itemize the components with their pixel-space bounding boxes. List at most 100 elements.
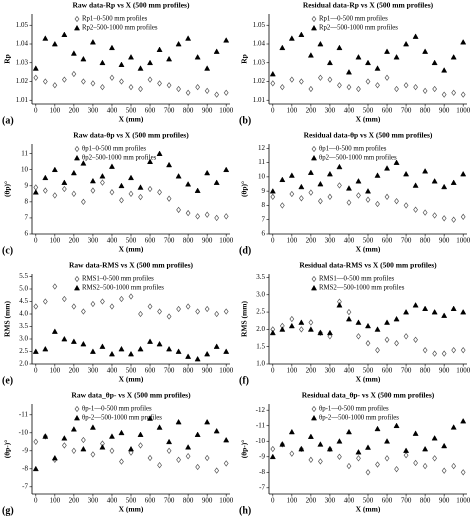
point bbox=[61, 76, 67, 83]
point bbox=[450, 179, 457, 185]
point bbox=[32, 348, 39, 354]
y-tick-label: -8 bbox=[22, 464, 28, 472]
point bbox=[460, 91, 466, 98]
x-tick-label: 200 bbox=[69, 237, 80, 245]
point bbox=[194, 355, 201, 362]
legend-marker bbox=[310, 414, 318, 421]
point bbox=[441, 183, 448, 190]
legend-label: Rp1—0-500 mm profiles bbox=[319, 16, 388, 23]
x-tick-label: 100 bbox=[287, 367, 298, 375]
point bbox=[42, 298, 48, 305]
x-tick-label: 900 bbox=[202, 367, 213, 375]
point bbox=[185, 453, 191, 460]
point bbox=[176, 305, 181, 313]
x-tick-label: 200 bbox=[306, 237, 317, 245]
point bbox=[288, 322, 295, 329]
point bbox=[412, 182, 419, 188]
point bbox=[42, 78, 48, 85]
point bbox=[157, 308, 162, 315]
point bbox=[337, 82, 342, 89]
x-tick-label: 0 bbox=[34, 497, 38, 505]
point bbox=[80, 160, 87, 166]
y-tick-label: 1.05 bbox=[16, 21, 29, 29]
x-tick-label: 500 bbox=[363, 107, 374, 115]
point bbox=[432, 350, 438, 357]
point bbox=[308, 85, 314, 93]
y-tick-label: 1.03 bbox=[16, 58, 29, 66]
point bbox=[413, 83, 418, 91]
point bbox=[451, 216, 457, 223]
point bbox=[108, 44, 115, 51]
point bbox=[147, 303, 153, 310]
point bbox=[384, 319, 391, 325]
point bbox=[61, 185, 67, 193]
legend-marker bbox=[74, 405, 80, 413]
point bbox=[137, 345, 144, 352]
x-tick-label: 1000 bbox=[219, 237, 234, 245]
point bbox=[185, 444, 192, 450]
point bbox=[166, 55, 173, 62]
point bbox=[119, 197, 124, 204]
x-tick-label: 700 bbox=[164, 237, 175, 245]
point bbox=[403, 452, 409, 459]
x-tick-label: 900 bbox=[439, 237, 450, 245]
point bbox=[204, 211, 210, 218]
point bbox=[108, 433, 115, 439]
point bbox=[99, 59, 106, 66]
legend-label: Rp2—500-1000 mm profiles bbox=[319, 25, 398, 32]
y-tick-label: 3.0 bbox=[19, 335, 28, 343]
point bbox=[403, 40, 410, 47]
legend-label: RMS2—500-1000 mm profiles bbox=[319, 285, 405, 292]
y-tick-label: 9 bbox=[262, 187, 266, 195]
y-tick-label: 1.5 bbox=[256, 342, 265, 350]
point bbox=[413, 336, 418, 343]
panel-label: (a) bbox=[2, 115, 14, 126]
point bbox=[356, 455, 361, 462]
point bbox=[327, 193, 333, 201]
point bbox=[89, 348, 96, 354]
point bbox=[374, 425, 381, 432]
point bbox=[119, 458, 124, 465]
x-tick-label: 900 bbox=[439, 107, 450, 115]
point bbox=[441, 67, 448, 73]
legend-label: θp-2—500-1000 mm profiles bbox=[82, 415, 162, 422]
point bbox=[356, 192, 361, 199]
point bbox=[166, 438, 173, 445]
point bbox=[298, 445, 305, 452]
x-tick-label: 800 bbox=[420, 107, 431, 115]
point bbox=[70, 338, 77, 344]
y-tick-label: 1.03 bbox=[253, 58, 266, 66]
point bbox=[412, 430, 419, 436]
x-tick-label: 100 bbox=[287, 237, 298, 245]
point bbox=[100, 83, 105, 91]
point bbox=[422, 445, 429, 452]
point bbox=[109, 74, 115, 81]
point bbox=[394, 85, 399, 93]
x-axis-label: X (mm) bbox=[119, 375, 144, 384]
point bbox=[412, 302, 419, 308]
point bbox=[195, 308, 201, 315]
point bbox=[128, 449, 134, 456]
point bbox=[270, 445, 276, 453]
point bbox=[298, 195, 304, 202]
x-tick-label: 300 bbox=[88, 367, 99, 375]
y-tick-label: 1.04 bbox=[16, 40, 29, 48]
y-tick-label: -9 bbox=[22, 446, 28, 454]
x-tick-label: 700 bbox=[401, 237, 412, 245]
point bbox=[213, 48, 220, 54]
point bbox=[223, 436, 230, 443]
x-tick-label: 200 bbox=[306, 107, 317, 115]
point bbox=[355, 178, 362, 184]
point bbox=[156, 340, 163, 347]
point bbox=[336, 302, 343, 308]
point bbox=[460, 213, 466, 221]
y-tick-label: 2.5 bbox=[256, 308, 265, 316]
point bbox=[176, 456, 181, 463]
x-axis-label: X (mm) bbox=[356, 245, 381, 254]
x-tick-label: 200 bbox=[69, 497, 80, 505]
point bbox=[166, 447, 172, 454]
y-tick-label: -9 bbox=[259, 452, 265, 460]
point bbox=[175, 348, 182, 354]
point bbox=[80, 445, 87, 452]
